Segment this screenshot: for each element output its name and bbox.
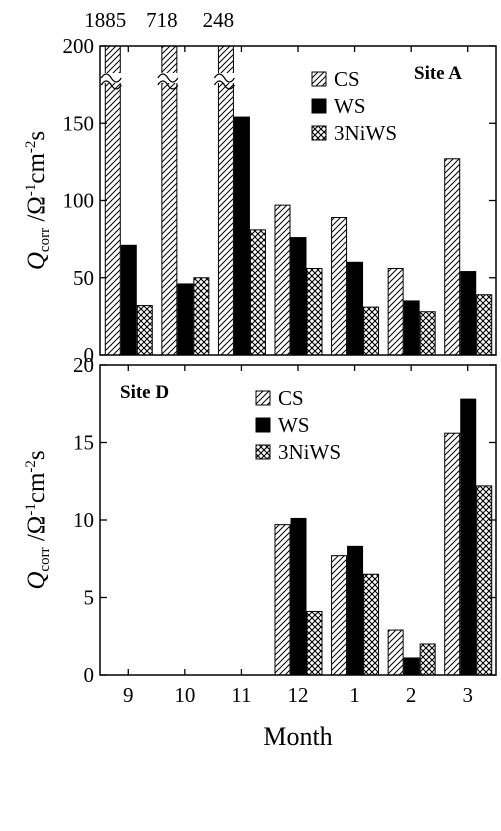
bar-ws-1 bbox=[347, 261, 364, 356]
axis-break-mark bbox=[213, 73, 235, 83]
axis-break-mark bbox=[157, 80, 179, 90]
x-tick-label: 1 bbox=[349, 683, 360, 707]
bar-3niws-1 bbox=[363, 573, 380, 676]
overflow-value-label: 718 bbox=[146, 8, 178, 32]
legend-label-cs: CS bbox=[334, 67, 360, 91]
legend-label-ws: WS bbox=[278, 413, 310, 437]
y-tick-label: 0 bbox=[84, 663, 95, 687]
x-tick-label: 10 bbox=[174, 683, 195, 707]
bar-3niws-9 bbox=[136, 305, 153, 356]
bar-ws-2 bbox=[403, 300, 420, 356]
y-tick-label: 50 bbox=[73, 266, 94, 290]
x-tick-label: 11 bbox=[231, 683, 251, 707]
x-tick-label: 2 bbox=[406, 683, 417, 707]
bar-3niws-3 bbox=[476, 485, 493, 676]
bar-cs-3 bbox=[444, 158, 461, 356]
panel-site-a: 1885 718 248 0 50 100 150 200 Qcorr /Ω-1cm-2s Sit… bbox=[23, 8, 497, 367]
bar-3niws-3 bbox=[476, 294, 493, 356]
legend-swatch-cs bbox=[311, 71, 327, 87]
bar-ws-3 bbox=[460, 398, 477, 676]
bar-cs-12 bbox=[274, 524, 291, 676]
bar-cs-3 bbox=[444, 432, 461, 676]
bar-3niws-2 bbox=[419, 643, 436, 676]
bar-ws-3 bbox=[460, 271, 477, 356]
y-tick-label: 20 bbox=[73, 353, 94, 377]
bar-ws-12 bbox=[290, 237, 307, 356]
legend-swatch-ws bbox=[311, 98, 327, 114]
y-tick-label: 5 bbox=[84, 586, 95, 610]
bar-ws-10 bbox=[177, 283, 194, 356]
bar-3niws-12 bbox=[306, 610, 323, 676]
bar-3niws-12 bbox=[306, 267, 323, 356]
legend-swatch-3niws bbox=[311, 125, 327, 141]
x-axis-label: Month bbox=[263, 722, 332, 751]
overflow-value-label: 1885 bbox=[84, 8, 126, 32]
bar-cs-1 bbox=[331, 555, 348, 676]
bar-ws-11 bbox=[233, 116, 250, 356]
y-tick-label: 150 bbox=[63, 111, 95, 135]
axis-break-gap bbox=[159, 73, 179, 83]
x-tick-label: 3 bbox=[462, 683, 473, 707]
y-axis-label: Qcorr /Ω-1cm-2s bbox=[23, 450, 53, 589]
y-tick-label: 100 bbox=[63, 189, 95, 213]
legend-label-cs: CS bbox=[278, 386, 304, 410]
legend-swatch-3niws bbox=[255, 444, 271, 460]
y-tick-label: 15 bbox=[73, 431, 94, 455]
axis-break-mark bbox=[157, 73, 179, 83]
bar-ws-1 bbox=[347, 545, 364, 676]
bar-3niws-10 bbox=[193, 277, 210, 356]
bar-3niws-2 bbox=[419, 311, 436, 356]
bar-cs-12 bbox=[274, 204, 291, 356]
bar-ws-12 bbox=[290, 517, 307, 676]
axis-break-gap bbox=[216, 73, 236, 83]
y-tick-label: 0 bbox=[84, 343, 95, 367]
bar-3niws-11 bbox=[249, 229, 266, 356]
bar-cs-2 bbox=[387, 267, 404, 356]
y-tick-label: 200 bbox=[63, 34, 95, 58]
axis-break-mark bbox=[100, 80, 122, 90]
bar-cs-2 bbox=[387, 629, 404, 676]
overflow-value-label: 248 bbox=[203, 8, 235, 32]
panel-label: Site D bbox=[120, 382, 169, 403]
bar-cs-1 bbox=[331, 216, 348, 356]
bar-3niws-1 bbox=[363, 306, 380, 356]
panel-label: Site A bbox=[414, 63, 462, 84]
legend-label-ws: WS bbox=[334, 94, 366, 118]
x-tick-label: 9 bbox=[123, 683, 134, 707]
y-tick-label: 10 bbox=[73, 508, 94, 532]
y-axis-label: Qcorr /Ω-1cm-2s bbox=[23, 131, 53, 270]
axis-break-gap bbox=[103, 73, 123, 83]
legend-swatch-cs bbox=[255, 390, 271, 406]
axis-break-mark bbox=[213, 80, 235, 90]
axis-break-mark bbox=[100, 73, 122, 83]
legend-label-3niws: 3NiWS bbox=[334, 121, 397, 145]
bar-cs-10 bbox=[161, 45, 178, 356]
bar-ws-9 bbox=[120, 244, 137, 356]
legend-label-3niws: 3NiWS bbox=[278, 440, 341, 464]
bar-cs-9 bbox=[104, 45, 121, 356]
legend-swatch-ws bbox=[255, 417, 271, 433]
bar-cs-11 bbox=[217, 45, 234, 356]
x-tick-label: 12 bbox=[288, 683, 309, 707]
